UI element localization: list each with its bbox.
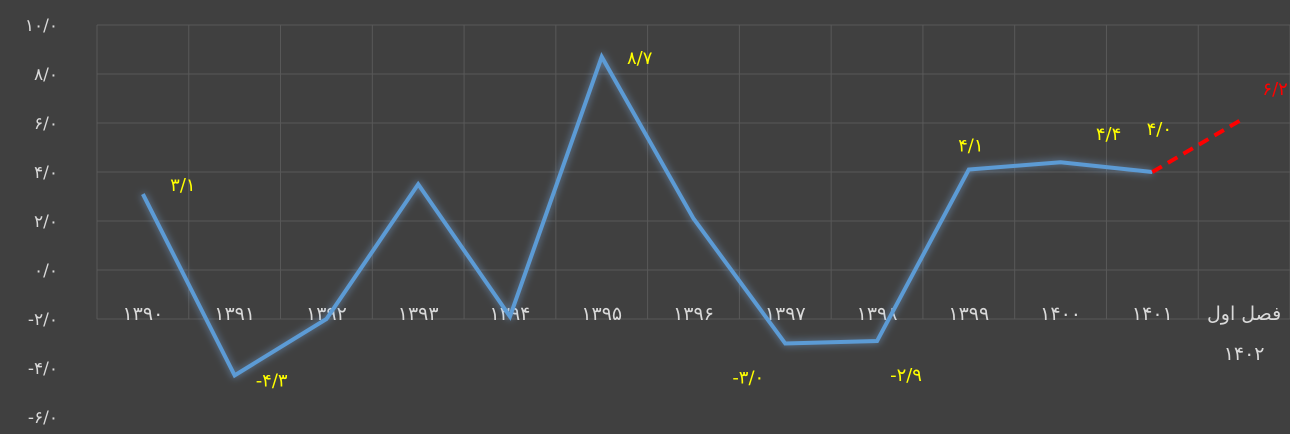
x-tick-label: ۱۴۰۱ [1132,303,1173,325]
y-tick-label: ۲/۰ [34,212,58,232]
x-tick-label: ۱۳۹۶ [673,303,714,325]
data-label: -۳/۰ [732,368,764,389]
data-label: ۴/۰ [1147,119,1172,140]
y-tick-label: -۴/۰ [28,359,58,379]
x-tick-label: ۱۳۹۰ [122,303,163,325]
y-tick-label: ۱۰/۰ [25,16,58,36]
x-tick-label: فصل اول [1207,303,1281,325]
x-tick-label: ۱۳۹۹ [948,303,989,325]
y-tick-label: ۶/۰ [34,114,58,134]
growth-series-line [141,52,1153,379]
data-label: ۸/۷ [627,48,653,69]
y-tick-label: -۶/۰ [28,408,58,428]
data-label: ۴/۱ [958,136,983,157]
data-label: -۲/۹ [890,365,922,386]
x-tick-label: ۱۴۰۲ [1224,343,1265,365]
x-tick-label: ۱۴۰۰ [1040,303,1081,325]
data-labels: ۳/۱ -۴/۳ ۸/۷ -۳/۰ -۲/۹ ۴/۱ ۴/۴ ۴/۰ ۶/۲ [170,48,1288,392]
data-label: ۳/۱ [170,175,195,196]
x-axis-ticks: ۱۳۹۰ ۱۳۹۱ ۱۳۹۲ ۱۳۹۳ ۱۳۹۴ ۱۳۹۵ ۱۳۹۶ ۱۳۹۷ ۱۳۹۸ ۱۳۹۹… [122,303,1281,365]
x-tick-label: ۱۳۹۱ [214,303,255,325]
y-tick-label: -۲/۰ [28,310,58,330]
x-tick-label: ۱۳۹۲ [306,303,347,325]
data-label: ۴/۴ [1096,124,1121,145]
y-tick-label: ۴/۰ [34,163,58,183]
x-tick-label: ۱۳۹۳ [398,303,439,325]
data-label: -۴/۳ [256,370,288,391]
data-label: ۶/۲ [1262,79,1287,100]
y-tick-label: ۸/۰ [34,65,58,85]
gridlines [96,24,1290,320]
x-tick-label: ۱۳۹۷ [765,303,806,325]
x-tick-label: ۱۳۹۵ [581,303,622,325]
y-tick-label: ۰/۰ [34,261,58,281]
y-axis-ticks: ۱۰/۰ ۸/۰ ۶/۰ ۴/۰ ۲/۰ ۰/۰ -۲/۰ -۴/۰ -۶/۰ [25,16,58,428]
series-lines [141,52,1246,379]
